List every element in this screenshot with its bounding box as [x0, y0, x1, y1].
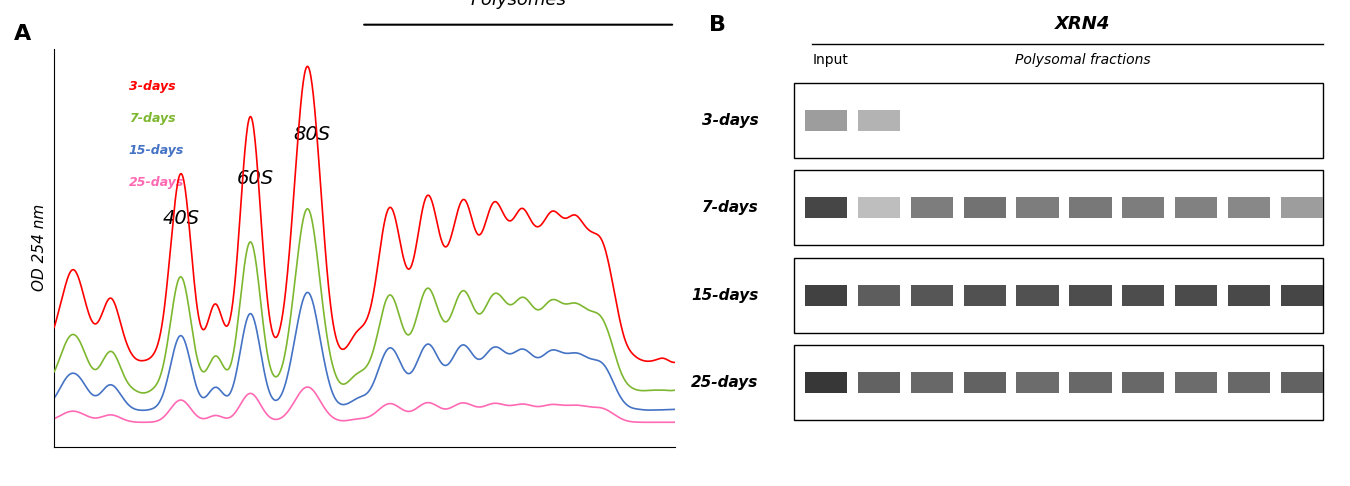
Text: A: A — [14, 24, 31, 44]
Text: 80S: 80S — [293, 125, 331, 144]
Text: XRN4: XRN4 — [1054, 15, 1111, 33]
Text: 25-days: 25-days — [691, 375, 759, 390]
Text: B: B — [709, 15, 726, 35]
Text: 25-days: 25-days — [128, 176, 184, 189]
Text: Polysomal fractions: Polysomal fractions — [1015, 53, 1150, 68]
Text: 3-days: 3-days — [128, 81, 176, 93]
Text: Input: Input — [813, 53, 848, 68]
Text: 7-days: 7-days — [128, 112, 176, 125]
Text: Polysomes: Polysomes — [470, 0, 566, 9]
Text: 3-days: 3-days — [702, 113, 759, 128]
Text: 7-days: 7-days — [702, 200, 759, 215]
Text: 15-days: 15-days — [691, 288, 759, 303]
Text: 60S: 60S — [238, 169, 274, 188]
Text: 40S: 40S — [162, 209, 200, 228]
Text: 15-days: 15-days — [128, 144, 184, 157]
Y-axis label: OD 254 nm: OD 254 nm — [32, 204, 47, 292]
